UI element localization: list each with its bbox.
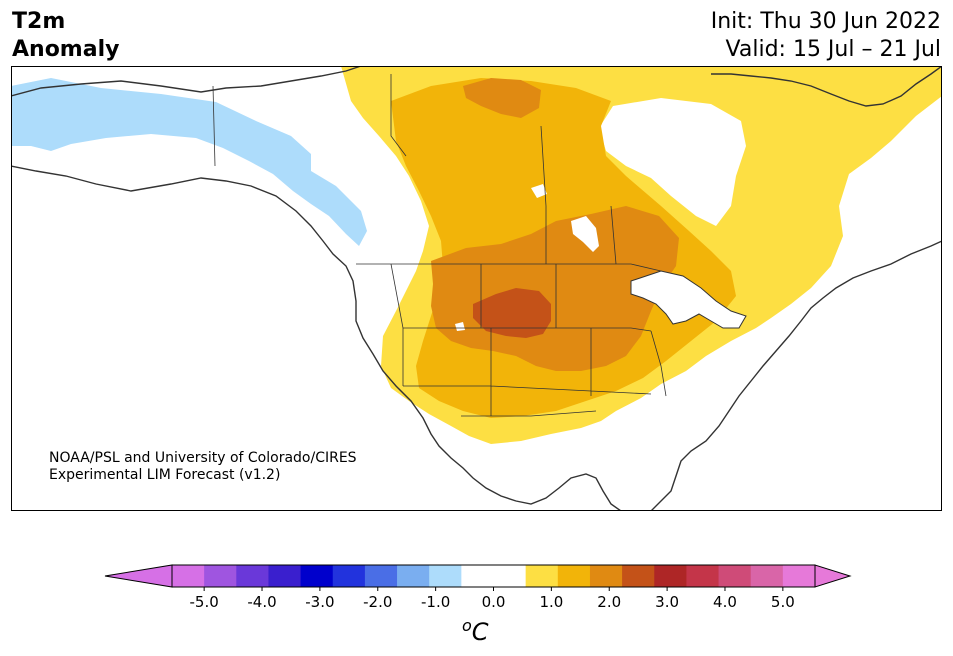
colorbar-tick-label: 3.0 xyxy=(655,593,679,611)
title-line-2: Anomaly xyxy=(12,37,120,62)
colorbar-tick-label: 2.0 xyxy=(597,593,621,611)
warm-anomaly-orange-north xyxy=(463,78,541,118)
colorbar-swatch xyxy=(332,565,366,587)
colorbar-tick-label: -1.0 xyxy=(421,593,450,611)
lake-winnipeg xyxy=(571,216,599,252)
colorbar-swatch xyxy=(782,565,816,587)
colorbar-tick-label: -2.0 xyxy=(363,593,392,611)
credit-line-2: Experimental LIM Forecast (v1.2) xyxy=(49,467,281,483)
colorbar-tick-label: 5.0 xyxy=(771,593,795,611)
colorbar-swatch xyxy=(364,565,398,587)
colorbar-tick-label: 4.0 xyxy=(713,593,737,611)
colorbar-swatch xyxy=(397,565,430,587)
init-date: Init: Thu 30 Jun 2022 xyxy=(710,9,941,34)
colorbar-swatch xyxy=(525,565,559,587)
colorbar-swatch xyxy=(557,565,591,587)
credit-line-1: NOAA/PSL and University of Colorado/CIRE… xyxy=(49,450,357,466)
colorbar-swatch xyxy=(654,565,687,587)
colorbar-swatch xyxy=(300,565,334,587)
colorbar-swatch xyxy=(268,565,302,587)
colorbar-swatch xyxy=(622,565,655,587)
colorbar-swatch xyxy=(589,565,623,587)
great-lakes xyxy=(630,270,747,329)
colorbar-tick-label: 1.0 xyxy=(539,593,563,611)
warm-anomaly-rust xyxy=(473,288,551,338)
valid-date: Valid: 15 Jul – 21 Jul xyxy=(725,37,941,62)
forecast-dates: Init: Thu 30 Jun 2022 Valid: 15 Jul – 21… xyxy=(711,8,941,64)
credit-text: NOAA/PSL and University of Colorado/CIRE… xyxy=(49,450,357,484)
colorbar-swatch xyxy=(204,565,237,587)
map-frame xyxy=(11,66,942,511)
title-line-1: T2m xyxy=(12,9,66,34)
small-lake xyxy=(531,184,547,198)
great-salt-lake xyxy=(455,322,465,331)
colorbar-tick-label: -4.0 xyxy=(247,593,276,611)
borders xyxy=(212,74,667,417)
colorbar-tick-label: 0.0 xyxy=(482,593,506,611)
colorbar-swatch xyxy=(236,565,269,587)
colorbar-tick-label: -3.0 xyxy=(305,593,334,611)
hudson-bay xyxy=(599,98,746,226)
colorbar-swatch xyxy=(493,565,527,587)
colorbar-tick-label: -5.0 xyxy=(190,593,219,611)
colorbar-swatch xyxy=(750,565,784,587)
colorbar-under-arrow xyxy=(104,564,173,588)
anomaly-map xyxy=(11,66,942,511)
colorbar-swatch xyxy=(686,565,720,587)
unit-label: oC xyxy=(462,616,489,646)
colorbar-swatch xyxy=(461,565,494,587)
colorbar-swatch xyxy=(718,565,752,587)
map-title: T2m Anomaly xyxy=(12,8,119,64)
cool-anomaly-region xyxy=(11,78,367,246)
colorbar-swatch xyxy=(429,565,462,587)
colorbar-over-arrow xyxy=(814,564,852,588)
colorbar-swatch xyxy=(172,565,205,587)
colorbar: -5.0 -4.0 -3.0 -2.0 -1.0 0.0 1.0 2.0 3.0 4.0 5.0 xyxy=(104,564,852,611)
